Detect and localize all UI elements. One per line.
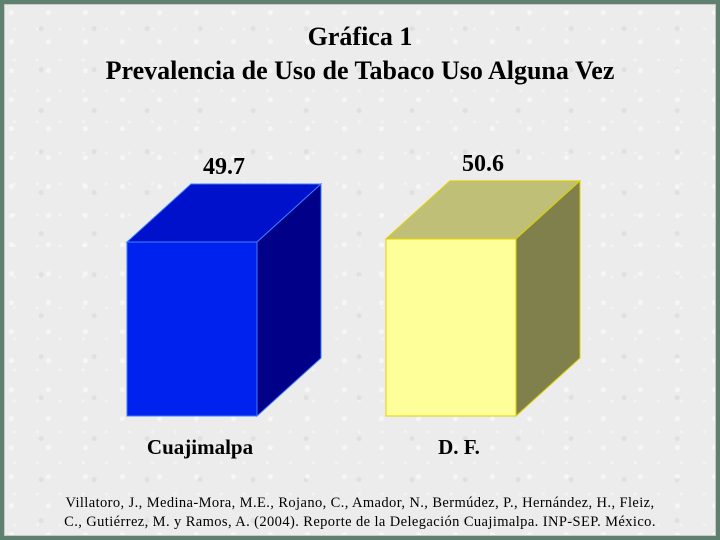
bar-side-cuajimalpa xyxy=(256,182,322,418)
category-label-cuajimalpa: Cuajimalpa xyxy=(147,435,254,459)
value-label-d-f: 50.6 xyxy=(462,151,504,177)
chart-title-line-1: Gráfica 1 xyxy=(307,22,413,51)
citation-line-2: C., Gutiérrez, M. y Ramos, A. (2004). Re… xyxy=(64,514,656,530)
bar-front-d-f xyxy=(385,238,517,417)
citation-line-1: Villatoro, J., Medina-Mora, M.E., Rojano… xyxy=(65,495,655,511)
bar-front-cuajimalpa xyxy=(126,241,258,417)
bar-chart: 49.7 Cuajimalpa 50.6 D. F. xyxy=(125,151,582,459)
citation: Villatoro, J., Medina-Mora, M.E., Rojano… xyxy=(4,494,716,532)
category-label-d-f: D. F. xyxy=(438,435,480,459)
chart-title-line-2: Prevalencia de Uso de Tabaco Uso Alguna … xyxy=(105,56,615,85)
value-label-cuajimalpa: 49.7 xyxy=(203,154,245,180)
bar-side-d-f xyxy=(515,179,581,418)
slide-frame: Gráfica 1 Prevalencia de Uso de Tabaco U… xyxy=(4,4,716,536)
